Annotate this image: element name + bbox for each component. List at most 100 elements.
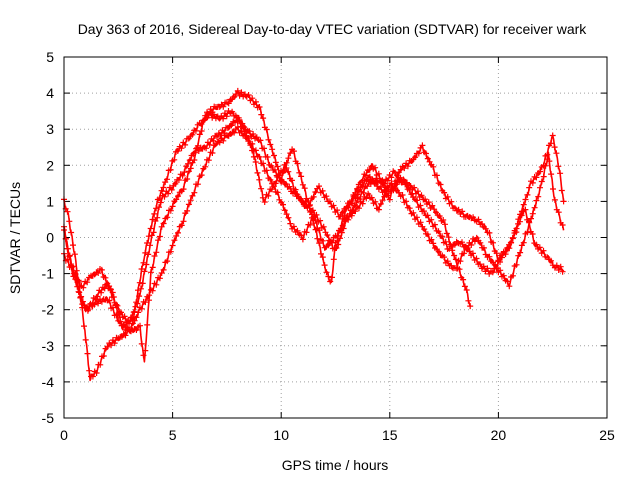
data-point (504, 278, 511, 285)
data-point (211, 111, 217, 118)
x-axis-label: GPS time / hours (282, 457, 389, 473)
data-point (493, 264, 500, 271)
data-point (77, 294, 84, 301)
data-point (106, 283, 113, 290)
data-point (189, 131, 196, 138)
data-point (406, 205, 413, 212)
data-point (194, 142, 201, 149)
data-point (144, 321, 151, 328)
data-point (149, 264, 156, 271)
data-point (440, 217, 447, 223)
data-point (142, 249, 149, 256)
data-point (278, 178, 285, 185)
y-tick-label: 2 (46, 157, 54, 173)
data-point (231, 129, 238, 136)
data-point (133, 327, 140, 333)
y-tick-label: 0 (46, 230, 54, 246)
data-point (140, 352, 147, 359)
data-point (156, 195, 163, 202)
data-point (461, 283, 468, 290)
data-point (68, 264, 75, 271)
data-point (524, 191, 531, 198)
y-tick-label: -4 (42, 374, 55, 390)
data-point (98, 289, 105, 296)
data-point (469, 250, 476, 257)
data-point (471, 238, 478, 245)
data-point (558, 187, 565, 194)
data-point (480, 244, 487, 251)
data-point (529, 231, 536, 237)
data-point (337, 225, 344, 232)
data-point (448, 198, 455, 205)
data-point (172, 180, 179, 187)
data-point (301, 185, 308, 192)
data-point (228, 122, 235, 129)
data-point (153, 281, 160, 288)
data-point (144, 240, 151, 246)
y-tick-label: 4 (46, 85, 54, 101)
data-point (136, 279, 143, 286)
data-point (299, 236, 306, 243)
data-point (167, 207, 174, 214)
data-point (169, 203, 176, 210)
data-point (84, 279, 91, 286)
data-point (254, 169, 261, 176)
data-point (455, 206, 462, 213)
data-point (533, 174, 540, 181)
data-point (111, 340, 118, 347)
data-point (232, 91, 239, 98)
data-point (268, 162, 275, 169)
data-point (261, 145, 267, 152)
data-point (553, 150, 560, 157)
data-point (280, 201, 286, 208)
data-point (290, 148, 297, 155)
data-point (513, 229, 520, 236)
data-point (191, 157, 198, 163)
data-point (312, 189, 319, 195)
x-tick-label: 0 (60, 427, 68, 443)
data-point (191, 189, 198, 196)
data-point (160, 184, 167, 191)
data-point (146, 292, 153, 299)
data-point (213, 133, 220, 140)
data-point (375, 206, 382, 213)
data-point (151, 210, 158, 217)
data-point (223, 113, 230, 120)
data-point (102, 274, 109, 281)
data-point (538, 178, 545, 185)
data-point (167, 166, 174, 173)
data-point (477, 239, 484, 246)
data-point (84, 350, 91, 357)
data-point (509, 234, 516, 241)
data-point (154, 214, 161, 221)
data-point (247, 140, 254, 147)
data-point (64, 256, 71, 263)
data-point (461, 250, 467, 257)
data-point (131, 308, 138, 315)
data-point (548, 171, 555, 178)
data-point (97, 361, 104, 368)
data-point (451, 241, 458, 248)
data-point (381, 180, 388, 187)
data-point (160, 220, 167, 227)
data-point (139, 280, 146, 287)
data-point (169, 242, 176, 249)
data-point (339, 222, 346, 229)
data-point (372, 164, 379, 171)
data-point (529, 210, 536, 217)
data-point (555, 267, 562, 273)
data-point (307, 221, 314, 228)
data-point (500, 272, 507, 279)
data-point (256, 153, 263, 160)
data-point (174, 148, 181, 154)
data-point (372, 198, 379, 205)
data-point (341, 218, 348, 225)
data-point (150, 229, 157, 236)
data-point (265, 136, 272, 143)
data-point (135, 309, 142, 316)
data-point (557, 170, 564, 177)
data-point (210, 137, 217, 144)
data-point (537, 184, 543, 191)
data-point (429, 202, 436, 209)
data-point (116, 314, 123, 321)
